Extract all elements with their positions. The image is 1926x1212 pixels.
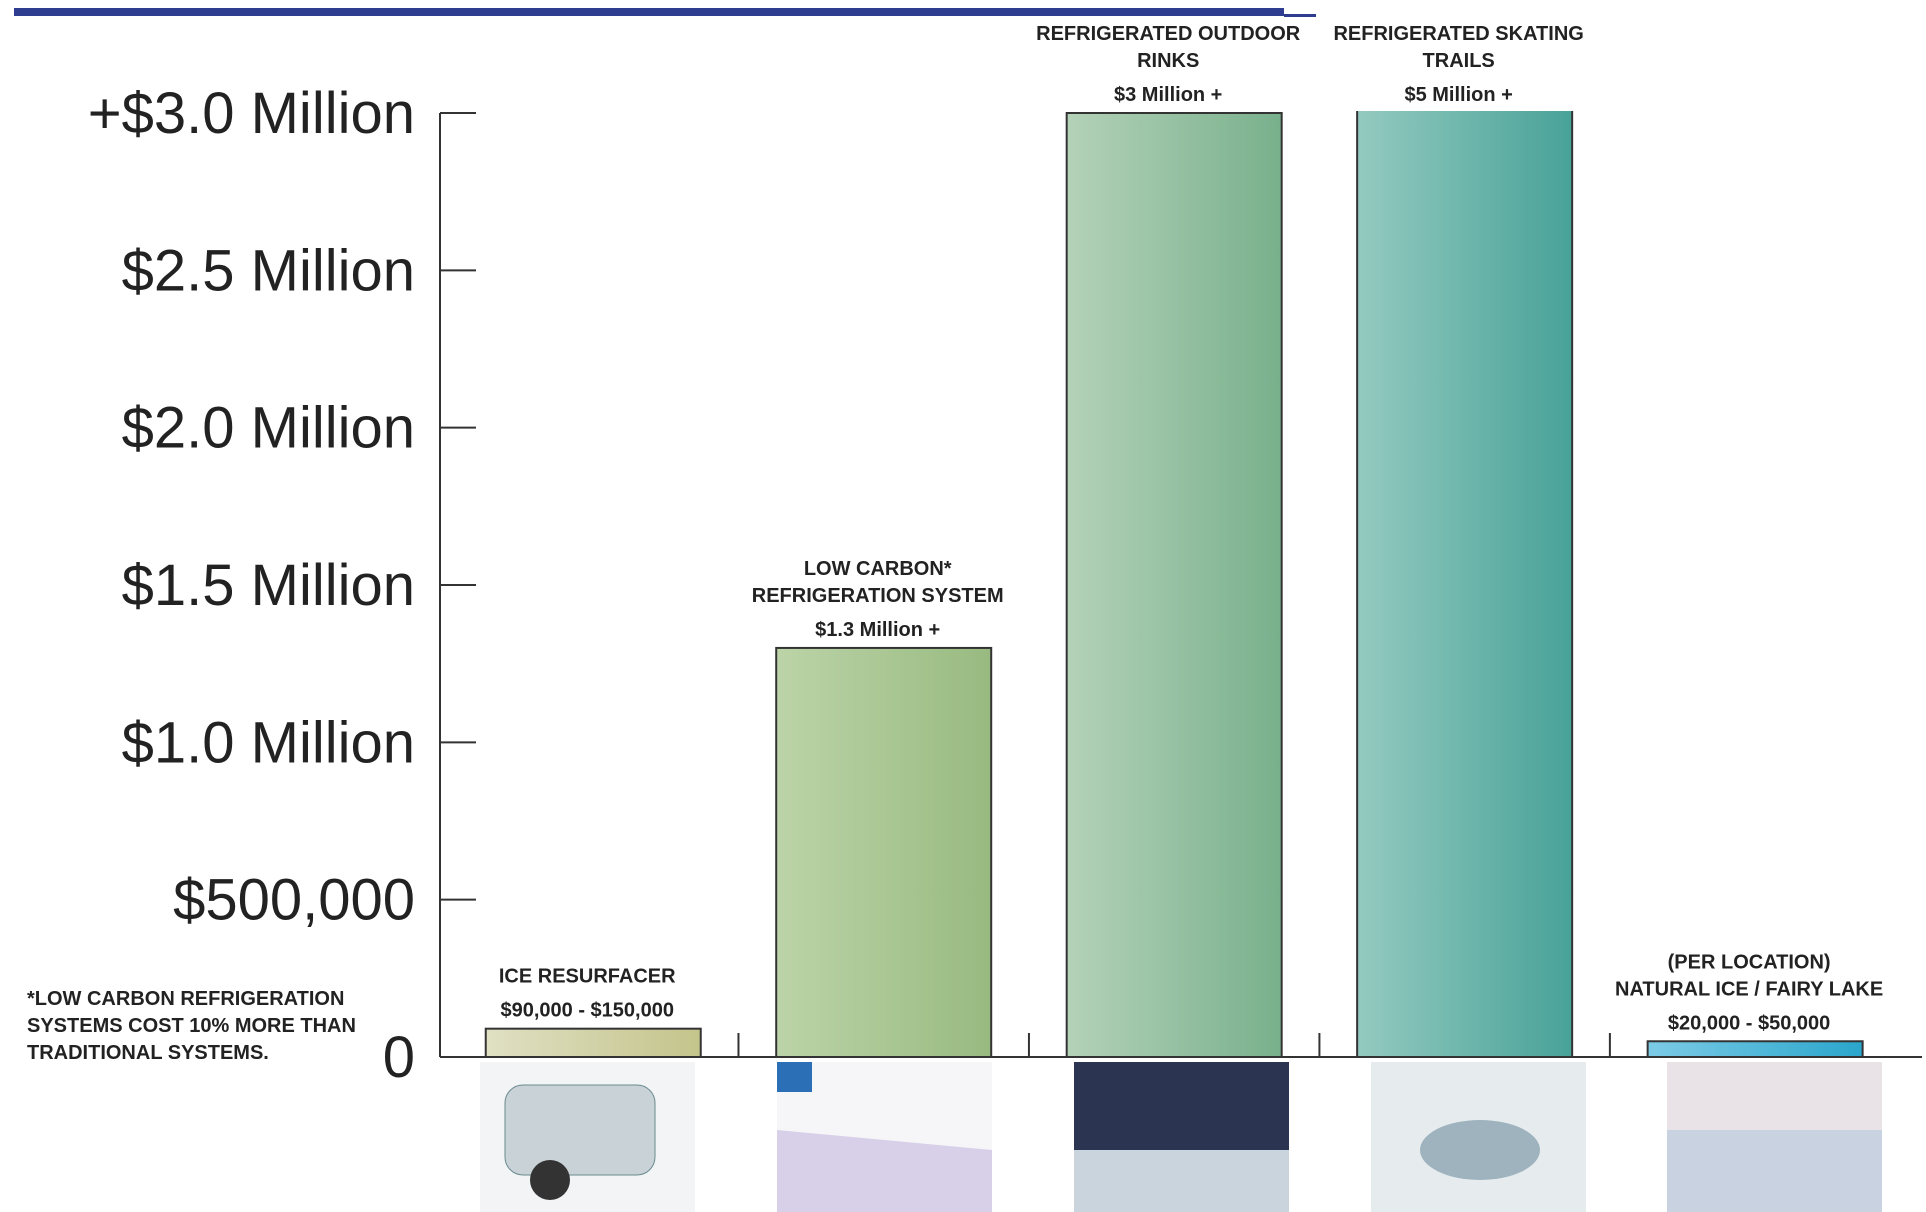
value-label: $20,000 - $50,000 [1668,1012,1830,1034]
y-tick-label: $2.0 Million [122,396,415,461]
footnote: TRADITIONAL SYSTEMS. [27,1042,269,1064]
y-tick-label: $2.5 Million [122,238,415,303]
bar [484,1027,702,1059]
category-label: LOW CARBON* [804,558,952,580]
category-label: REFRIGERATED OUTDOOR [1036,23,1301,45]
photos [480,1062,1882,1212]
header-rule [1284,14,1316,17]
footnote: SYSTEMS COST 10% MORE THAN [27,1015,356,1037]
y-tick-label: 0 [383,1025,415,1090]
category-label: (PER LOCATION) [1668,951,1831,973]
value-label: $1.3 Million + [815,619,940,641]
category-label: REFRIGERATION SYSTEM [752,585,1004,607]
category-label: REFRIGERATED SKATING [1333,23,1583,45]
category-label: NATURAL ICE / FAIRY LAKE [1615,978,1883,1000]
value-label: $3 Million + [1114,84,1222,106]
bar [1065,112,1283,1058]
footnote: *LOW CARBON REFRIGERATION [27,988,344,1010]
category-label: ICE RESURFACER [499,966,676,988]
bar [1356,111,1574,1059]
value-label: $90,000 - $150,000 [500,1000,674,1022]
bar [1646,1040,1864,1059]
category-label: RINKS [1137,50,1199,72]
value-label: $5 Million + [1404,84,1512,106]
header-rule [14,8,1284,16]
y-tick-label: $500,000 [173,868,415,933]
y-tick-label: $1.5 Million [122,553,415,618]
category-label: TRAILS [1423,50,1495,72]
y-tick-label: +$3.0 Million [88,81,415,146]
bar [775,646,993,1059]
y-tick-label: $1.0 Million [122,710,415,775]
plot-area [484,111,1864,1059]
